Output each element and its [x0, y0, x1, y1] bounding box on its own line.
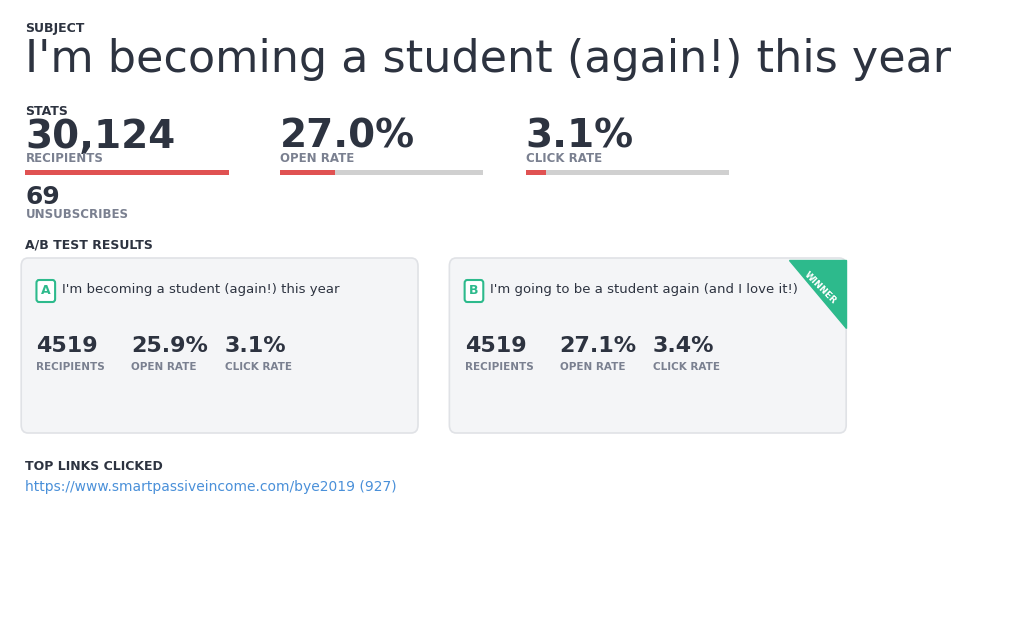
Text: 25.9%: 25.9%: [131, 336, 208, 356]
Text: 4519: 4519: [37, 336, 98, 356]
Text: 3.1%: 3.1%: [525, 118, 634, 156]
Text: A: A: [41, 284, 50, 297]
Text: CLICK RATE: CLICK RATE: [653, 362, 720, 372]
Text: 30,124: 30,124: [26, 118, 176, 156]
Text: CLICK RATE: CLICK RATE: [525, 152, 602, 165]
Bar: [26, 170, 229, 175]
Text: 27.1%: 27.1%: [559, 336, 637, 356]
Text: STATS: STATS: [26, 105, 69, 118]
FancyBboxPatch shape: [450, 258, 846, 433]
Text: https://www.smartpassiveincome.com/bye2019 (927): https://www.smartpassiveincome.com/bye20…: [26, 480, 397, 494]
Text: 69: 69: [26, 185, 60, 209]
Text: I'm becoming a student (again!) this year: I'm becoming a student (again!) this yea…: [61, 283, 339, 296]
Bar: [525, 170, 546, 175]
Bar: [525, 170, 729, 175]
Text: 27.0%: 27.0%: [280, 118, 415, 156]
Text: UNSUBSCRIBES: UNSUBSCRIBES: [26, 208, 128, 221]
Text: 3.1%: 3.1%: [224, 336, 287, 356]
Text: RECIPIENTS: RECIPIENTS: [37, 362, 105, 372]
Text: OPEN RATE: OPEN RATE: [280, 152, 354, 165]
FancyBboxPatch shape: [37, 280, 55, 302]
Text: TOP LINKS CLICKED: TOP LINKS CLICKED: [26, 460, 163, 473]
Bar: [280, 170, 483, 175]
Polygon shape: [788, 260, 846, 328]
Text: OPEN RATE: OPEN RATE: [131, 362, 197, 372]
Text: I'm becoming a student (again!) this year: I'm becoming a student (again!) this yea…: [26, 38, 951, 81]
Text: CLICK RATE: CLICK RATE: [224, 362, 292, 372]
FancyBboxPatch shape: [22, 258, 418, 433]
Text: I'm going to be a student again (and I love it!): I'm going to be a student again (and I l…: [490, 283, 798, 296]
Text: B: B: [469, 284, 478, 297]
Bar: [280, 170, 335, 175]
Text: RECIPIENTS: RECIPIENTS: [26, 152, 103, 165]
Text: OPEN RATE: OPEN RATE: [559, 362, 625, 372]
Bar: [26, 170, 229, 175]
Text: WINNER: WINNER: [802, 270, 838, 305]
Text: 3.4%: 3.4%: [653, 336, 715, 356]
Text: A/B TEST RESULTS: A/B TEST RESULTS: [26, 238, 154, 251]
Text: 4519: 4519: [465, 336, 526, 356]
FancyBboxPatch shape: [465, 280, 483, 302]
Text: SUBJECT: SUBJECT: [26, 22, 85, 35]
Text: RECIPIENTS: RECIPIENTS: [465, 362, 534, 372]
